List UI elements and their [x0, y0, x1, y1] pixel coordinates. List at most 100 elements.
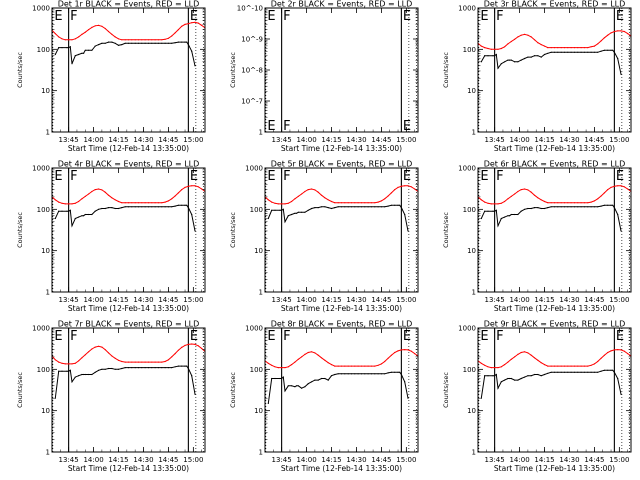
data-point	[524, 33, 526, 35]
data-point	[147, 367, 150, 369]
data-point	[88, 213, 90, 216]
x-tick-label: 14:45	[584, 136, 604, 144]
data-point	[603, 204, 605, 206]
data-point	[563, 47, 566, 49]
data-point	[550, 365, 552, 367]
data-point	[540, 362, 542, 364]
data-point	[354, 202, 356, 204]
data-point	[98, 44, 100, 46]
data-point	[101, 189, 103, 191]
data-point	[354, 206, 356, 208]
data-point	[487, 47, 489, 50]
data-point	[337, 373, 339, 375]
data-point	[141, 206, 143, 208]
series-lld-line	[51, 185, 206, 205]
data-point	[590, 364, 592, 366]
x-tick-label: 14:00	[296, 296, 316, 304]
data-point	[350, 206, 353, 208]
data-point	[131, 39, 133, 41]
x-tick-label: 15:00	[609, 296, 629, 304]
data-point	[201, 347, 203, 350]
data-point	[334, 202, 336, 204]
data-point	[291, 213, 293, 216]
data-point	[317, 207, 319, 209]
data-point	[71, 363, 73, 365]
data-point	[590, 201, 592, 203]
data-point	[171, 198, 173, 200]
data-point	[530, 191, 532, 193]
data-point	[194, 65, 196, 67]
data-point	[157, 361, 159, 363]
data-point	[137, 206, 140, 208]
plot-frame	[51, 167, 206, 293]
data-point	[547, 202, 549, 204]
data-point	[580, 371, 582, 373]
data-point	[350, 365, 353, 367]
data-point	[101, 25, 103, 27]
data-point	[407, 230, 409, 232]
data-point	[181, 41, 183, 43]
data-point	[497, 67, 499, 69]
data-point	[141, 361, 143, 363]
data-point	[350, 202, 353, 204]
data-point	[68, 370, 70, 372]
data-point	[330, 375, 333, 377]
time-marker-label: E	[267, 329, 275, 344]
data-point	[374, 202, 376, 204]
data-point	[311, 188, 313, 190]
data-point	[603, 369, 605, 371]
data-point	[387, 195, 389, 197]
plot-frame	[264, 7, 419, 133]
data-point	[194, 393, 196, 395]
data-point	[74, 55, 76, 57]
series-events-line	[480, 204, 622, 231]
data-point	[71, 225, 73, 227]
data-point	[91, 49, 93, 51]
data-point	[83, 52, 85, 54]
time-marker-label: E	[403, 169, 411, 184]
data-point	[131, 367, 133, 369]
data-point	[340, 202, 343, 204]
data-point	[301, 387, 303, 389]
data-point	[540, 207, 542, 210]
data-point	[374, 365, 376, 367]
x-tick-label: 14:45	[371, 136, 391, 144]
data-point	[377, 201, 379, 203]
data-point	[613, 51, 615, 53]
data-point	[104, 207, 106, 210]
plot-frame	[477, 167, 632, 293]
data-point	[593, 200, 595, 202]
time-marker-label: E	[616, 9, 624, 24]
x-tick-label: 14:15	[534, 136, 554, 144]
y-tick-label: 10	[467, 87, 476, 95]
data-point	[610, 369, 612, 371]
data-point	[78, 375, 80, 377]
data-point	[104, 42, 106, 44]
data-point	[399, 204, 401, 206]
data-point	[514, 356, 516, 358]
x-tick-label: 14:30	[133, 296, 153, 304]
data-point	[161, 367, 163, 369]
data-point	[127, 39, 130, 41]
data-point	[134, 361, 136, 363]
data-point	[543, 373, 546, 376]
data-point	[533, 373, 536, 376]
data-point	[304, 211, 306, 213]
data-point	[520, 210, 522, 212]
y-tick-label: 1	[46, 129, 50, 137]
data-point	[543, 364, 546, 366]
y-tick-label: 100	[37, 366, 50, 374]
plot-frame	[51, 7, 206, 133]
data-point	[274, 377, 276, 380]
data-point	[167, 42, 169, 44]
data-point	[347, 373, 349, 375]
data-point	[570, 371, 572, 373]
data-point	[557, 202, 559, 204]
data-point	[88, 49, 90, 51]
data-point	[364, 202, 366, 204]
data-point	[573, 51, 576, 53]
data-point	[177, 192, 179, 194]
data-point	[88, 373, 90, 376]
data-point	[623, 30, 625, 33]
